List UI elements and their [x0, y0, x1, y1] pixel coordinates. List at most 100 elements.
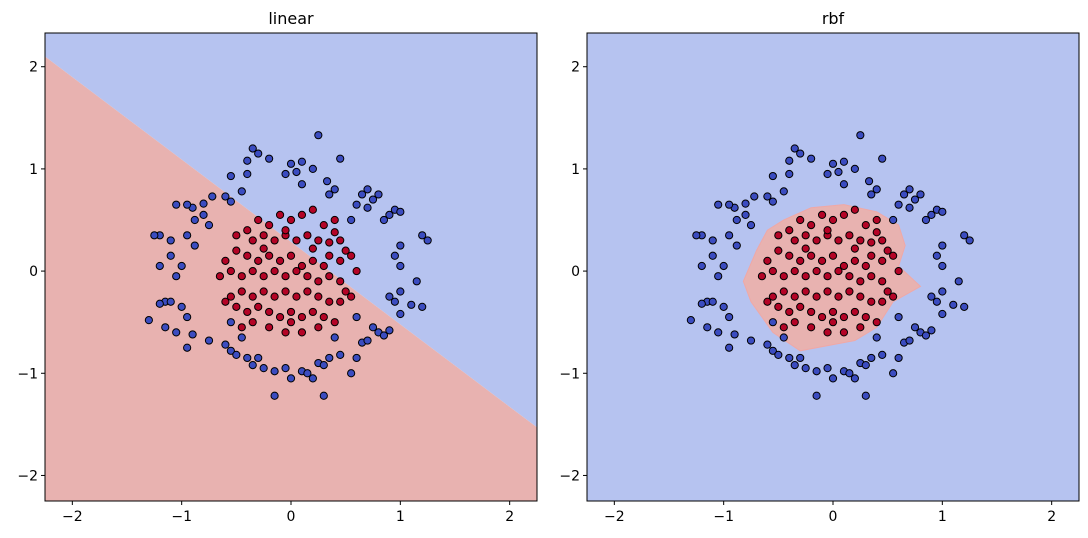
- linear-inner-point-18: [336, 236, 345, 245]
- linear-inner-point-3: [286, 215, 296, 225]
- linear-inner-point-77: [281, 226, 290, 235]
- rbf-inner-point-47: [867, 297, 876, 306]
- linear-outer-point-4: [286, 159, 296, 168]
- linear-inner-point-62: [275, 312, 285, 322]
- rbf-inner-point-15: [845, 231, 854, 240]
- linear-inner-point-14: [292, 236, 301, 245]
- rbf-outer-point-42: [686, 316, 695, 325]
- rbf-outer-point-4: [828, 159, 838, 168]
- linear-outer-point-40: [172, 328, 181, 337]
- linear-outer-point-15: [237, 187, 246, 196]
- linear-inner-point-66: [319, 312, 328, 322]
- rbf-inner-point-52: [812, 292, 821, 301]
- linear-outer-point-73: [418, 302, 427, 311]
- linear-outer-point-33: [155, 261, 164, 271]
- linear-outer-point-66: [363, 336, 372, 345]
- rbf-outer-point-23: [725, 200, 734, 209]
- linear-outer-point-58: [308, 374, 317, 383]
- linear-outer-point-37: [166, 297, 175, 306]
- linear-outer-point-98: [226, 318, 235, 327]
- rbf-inner-point-67: [872, 318, 881, 327]
- linear-inner-point-19: [341, 246, 350, 255]
- linear-outer-point-61: [325, 353, 334, 363]
- rbf-inner-point-56: [768, 292, 777, 301]
- linear-inner-point-75: [259, 244, 268, 253]
- rbf-inner-point-76: [850, 244, 859, 253]
- linear-outer-point-48: [232, 350, 241, 359]
- rbf-inner-point-53: [801, 287, 810, 296]
- linear-inner-point-47: [325, 297, 334, 306]
- linear-outer-point-6: [308, 164, 317, 174]
- linear-outer-point-36: [155, 299, 164, 308]
- linear-outer-point-12: [322, 177, 332, 186]
- linear-outer-point-62: [336, 350, 345, 359]
- linear-inner-point-1: [265, 221, 274, 230]
- linear-inner-point-16: [314, 236, 323, 245]
- rbf-outer-point-77: [954, 277, 963, 286]
- linear-inner-point-76: [308, 244, 317, 253]
- rbf-inner-point-46: [878, 297, 887, 306]
- linear-outer-point-2: [243, 156, 252, 165]
- rbf-outer-point-2: [785, 156, 794, 165]
- linear-outer-point-72: [407, 300, 416, 309]
- linear-outer-point-76: [396, 287, 405, 296]
- linear-outer-point-83: [379, 215, 389, 225]
- rbf-outer-point-73: [960, 302, 969, 311]
- linear-outer-point-5: [297, 157, 307, 166]
- rbf-inner-point-79: [757, 272, 767, 281]
- linear-outer-point-94: [270, 391, 279, 400]
- rbf-outer-point-88: [916, 190, 925, 199]
- rbf-outer-point-94: [812, 391, 821, 400]
- rbf-outer-point-10: [878, 154, 887, 163]
- rbf-inner-point-1: [807, 221, 816, 230]
- linear-outer-point-78: [396, 261, 405, 271]
- rbf-outer-point-64: [894, 353, 903, 363]
- linear-outer-point-87: [368, 195, 378, 204]
- rbf-x-tick-label-0: −2: [604, 509, 625, 525]
- linear-outer-point-21: [204, 221, 214, 230]
- linear-outer-point-69: [379, 331, 389, 340]
- rbf-inner-point-50: [834, 292, 843, 301]
- linear-outer-point-49: [243, 353, 252, 363]
- rbf-outer-point-32: [708, 251, 717, 260]
- linear-outer-point-80: [396, 241, 405, 250]
- linear-inner-point-56: [226, 292, 235, 301]
- rbf-outer-point-38: [719, 302, 728, 311]
- linear-outer-point-52: [259, 364, 268, 373]
- linear-inner-point-45: [347, 292, 356, 301]
- rbf-inner-point-80: [894, 266, 903, 276]
- linear-inner-point-70: [281, 328, 290, 337]
- rbf-y-ticks: −2 −1 0 1 2: [559, 60, 587, 484]
- linear-inner-point-63: [286, 307, 296, 317]
- linear-inner-point-7: [330, 215, 339, 225]
- linear-y-tick-label-2: 0: [29, 264, 38, 280]
- linear-outer-point-75: [385, 292, 394, 301]
- rbf-y-tick-label-4: 2: [571, 60, 580, 76]
- rbf-outer-point-69: [921, 331, 931, 340]
- linear-inner-point-73: [237, 323, 246, 332]
- linear-outer-point-81: [418, 231, 427, 240]
- linear-outer-point-82: [423, 236, 432, 245]
- linear-x-tick-label-1: −1: [171, 509, 192, 525]
- linear-inner-point-31: [232, 246, 241, 255]
- linear-region-above: [45, 33, 537, 428]
- rbf-inner-point-37: [812, 266, 821, 276]
- linear-inner-point-64: [297, 312, 307, 322]
- linear-region-below: [45, 56, 537, 501]
- linear-outer-point-60: [319, 360, 328, 370]
- rbf-outer-point-66: [905, 336, 914, 345]
- rbf-outer-point-44: [725, 343, 734, 352]
- linear-inner-point-23: [319, 261, 328, 271]
- linear-outer-point-67: [368, 323, 378, 332]
- linear-title: linear: [268, 9, 314, 28]
- linear-inner-point-32: [221, 256, 230, 265]
- linear-inner-point-27: [275, 256, 285, 265]
- rbf-inner-point-45: [889, 292, 898, 301]
- linear-inner-point-34: [237, 272, 246, 281]
- linear-outer-point-90: [357, 190, 367, 199]
- rbf-outer-point-0: [790, 144, 799, 153]
- linear-outer-point-50: [254, 353, 263, 363]
- rbf-outer-point-74: [932, 297, 941, 306]
- rbf-inner-point-32: [763, 256, 772, 265]
- linear-inner-point-22: [325, 251, 334, 260]
